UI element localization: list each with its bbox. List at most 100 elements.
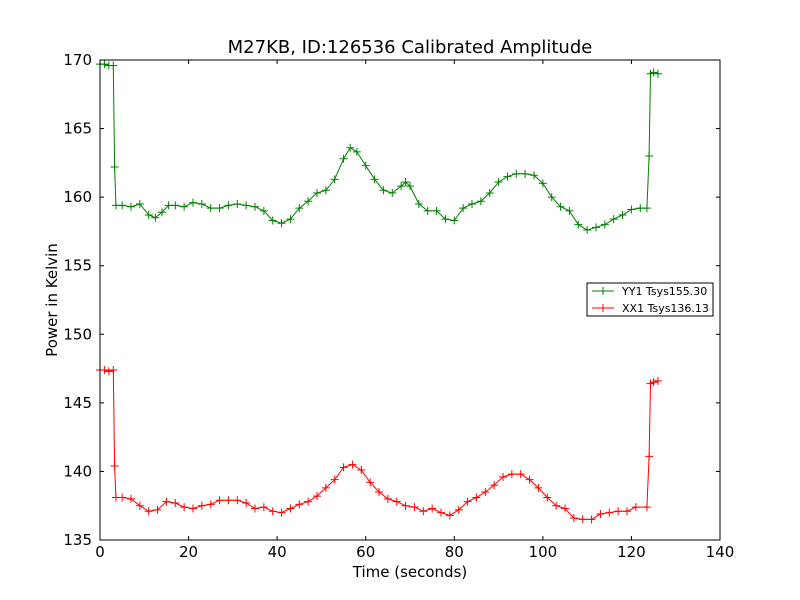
x-tick-label: 120 xyxy=(617,543,646,561)
data-point xyxy=(277,219,286,228)
data-point xyxy=(450,216,459,225)
data-point xyxy=(414,200,423,208)
data-point xyxy=(206,204,215,213)
data-point xyxy=(525,475,534,484)
data-point xyxy=(552,501,561,510)
x-tick-label: 100 xyxy=(529,543,558,561)
data-point xyxy=(104,367,113,376)
data-point xyxy=(578,515,587,524)
data-point xyxy=(144,507,153,516)
data-point xyxy=(423,206,432,215)
data-point xyxy=(304,197,313,206)
data-point xyxy=(127,202,135,211)
y-tick-label: 145 xyxy=(63,394,92,412)
data-point xyxy=(397,182,406,191)
data-point xyxy=(521,169,530,178)
data-point xyxy=(547,193,556,202)
y-tick-label: 140 xyxy=(63,462,92,480)
data-point xyxy=(118,201,127,210)
data-point xyxy=(242,201,251,210)
x-tick-label: 40 xyxy=(268,543,287,561)
data-point xyxy=(259,503,268,512)
data-point xyxy=(406,182,414,191)
data-point xyxy=(472,493,481,502)
data-point xyxy=(171,201,180,210)
chart-title: M27KB, ID:126536 Calibrated Amplitude xyxy=(228,37,593,58)
data-point xyxy=(352,147,361,156)
data-point xyxy=(481,488,490,496)
data-point xyxy=(361,161,370,170)
x-tick-label: 0 xyxy=(95,543,105,561)
data-point xyxy=(251,202,259,211)
data-point xyxy=(233,200,242,208)
data-point xyxy=(583,226,592,235)
data-point xyxy=(614,507,623,516)
legend-label-yy1: YY1 Tsys155.30 xyxy=(621,285,707,298)
data-point xyxy=(313,492,321,501)
data-point xyxy=(233,496,242,505)
series-xx1 xyxy=(96,365,662,524)
data-point xyxy=(370,175,379,184)
y-tick-label: 155 xyxy=(63,257,92,275)
data-point xyxy=(180,503,189,512)
data-point xyxy=(118,493,127,502)
data-point xyxy=(459,204,468,213)
data-point xyxy=(158,208,166,217)
data-point xyxy=(516,470,525,479)
data-point xyxy=(596,509,605,518)
data-point xyxy=(534,483,543,492)
data-point xyxy=(259,206,268,215)
data-point xyxy=(463,497,472,506)
data-point xyxy=(485,189,494,198)
data-point xyxy=(268,507,277,516)
data-point xyxy=(401,178,410,187)
data-point xyxy=(654,376,662,385)
data-point xyxy=(110,461,119,470)
data-point xyxy=(100,60,109,69)
data-point xyxy=(277,508,286,517)
data-point xyxy=(649,378,658,387)
data-point xyxy=(348,460,357,469)
data-point xyxy=(410,503,419,512)
data-point xyxy=(642,204,651,213)
y-tick-label: 150 xyxy=(63,325,92,343)
data-point xyxy=(512,169,521,178)
x-axis: 0 20 40 60 80 100 120 140 xyxy=(95,60,734,561)
x-tick-label: 60 xyxy=(356,543,375,561)
y-tick-label: 165 xyxy=(63,120,92,138)
data-point xyxy=(454,505,463,514)
legend-marker-xx1 xyxy=(599,304,607,312)
data-point xyxy=(587,515,596,524)
data-point xyxy=(242,498,251,507)
data-point xyxy=(171,498,180,507)
data-point xyxy=(649,68,658,77)
data-point xyxy=(109,365,118,374)
data-point xyxy=(609,215,618,224)
data-point xyxy=(339,154,348,163)
data-point xyxy=(388,189,397,198)
data-point xyxy=(383,494,392,503)
data-point xyxy=(631,503,640,512)
data-point xyxy=(392,497,401,506)
data-point xyxy=(623,507,631,516)
data-point xyxy=(153,505,162,514)
data-point xyxy=(197,501,206,510)
data-point xyxy=(268,216,277,225)
data-point xyxy=(295,204,304,213)
data-point xyxy=(189,504,197,513)
data-point xyxy=(110,162,119,171)
data-point xyxy=(151,213,160,222)
data-point xyxy=(556,202,565,211)
y-axis: 135 140 145 150 155 160 165 170 xyxy=(63,51,720,549)
series-layer xyxy=(96,60,662,524)
data-point xyxy=(645,152,654,160)
data-point xyxy=(109,61,118,70)
data-point xyxy=(437,508,445,517)
data-point xyxy=(286,215,295,224)
data-point xyxy=(618,210,627,219)
y-tick-label: 135 xyxy=(63,531,92,549)
data-point xyxy=(189,198,197,207)
data-point xyxy=(330,475,339,484)
data-point xyxy=(561,504,569,513)
